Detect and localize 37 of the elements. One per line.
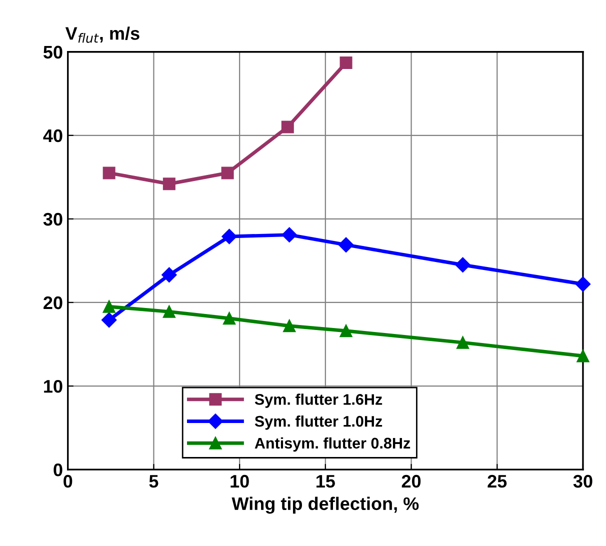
point bbox=[102, 312, 117, 328]
y-tick-label: 0 bbox=[54, 463, 62, 476]
point bbox=[102, 300, 116, 313]
x-tick-label: 15 bbox=[316, 475, 335, 488]
point bbox=[222, 228, 237, 244]
x-tick-label: 10 bbox=[230, 474, 249, 488]
point bbox=[281, 120, 294, 134]
point bbox=[221, 166, 234, 180]
point bbox=[340, 324, 352, 338]
point bbox=[338, 237, 354, 252]
x-tick-label: 30 bbox=[573, 474, 592, 488]
legend-label: Sym. flutter 1.6Hz bbox=[254, 394, 382, 408]
point bbox=[456, 336, 470, 349]
x-tick-label: 5 bbox=[149, 475, 158, 488]
x-tick-label: 0 bbox=[64, 474, 72, 488]
y-axis-title: V$_{flut}$, m/s bbox=[65, 26, 140, 43]
point bbox=[576, 350, 590, 362]
point bbox=[223, 312, 236, 325]
legend-label: Sym. flutter 1.0Hz bbox=[254, 416, 382, 430]
y-tick-label: 30 bbox=[43, 212, 62, 226]
y-tick-label: 10 bbox=[44, 380, 62, 393]
x-axis-title: Wing tip deflection, % bbox=[232, 496, 419, 514]
legend-label: Antisym. flutter 0.8Hz bbox=[254, 437, 410, 452]
x-tick-label: 20 bbox=[402, 474, 421, 488]
point bbox=[575, 276, 591, 292]
point bbox=[162, 305, 176, 318]
point bbox=[162, 178, 176, 190]
point bbox=[162, 267, 177, 282]
y-tick-label: 50 bbox=[43, 46, 62, 59]
point bbox=[282, 227, 297, 242]
x-tick-label: 25 bbox=[488, 474, 507, 488]
y-tick-label: 20 bbox=[44, 296, 62, 310]
point bbox=[340, 56, 352, 69]
point bbox=[102, 166, 116, 180]
point bbox=[283, 320, 296, 332]
point bbox=[455, 257, 470, 272]
y-tick-label: 40 bbox=[43, 129, 62, 142]
